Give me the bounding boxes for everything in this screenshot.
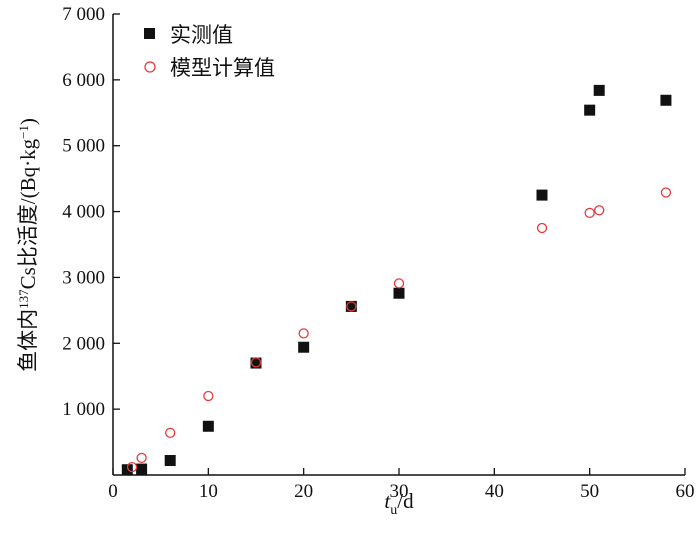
legend-marker-measured (144, 28, 155, 39)
x-tick-label: 50 (580, 481, 599, 502)
model-point (594, 205, 605, 216)
data-points (121, 84, 672, 476)
measured-point (584, 104, 596, 116)
legend-label-model: 模型计算值 (170, 56, 275, 80)
measured-point (202, 420, 214, 432)
measured-point (164, 455, 176, 467)
x-tick-label: 20 (294, 481, 313, 502)
measured-point (593, 84, 605, 96)
axes (112, 14, 685, 476)
x-tick-label: 60 (676, 481, 695, 502)
model-point (250, 357, 262, 368)
y-tick-label: 2 000 (62, 333, 105, 354)
x-axis-label-unit: /d (397, 489, 414, 513)
y-axis-label: 鱼体内137Cs比活度/(Bq·kg−1) (16, 118, 40, 372)
measured-point (345, 300, 357, 312)
x-axis-label: tu/d (384, 489, 414, 518)
y-axis-label-sup: 137 (16, 289, 31, 309)
legend: 实测值 模型计算值 (144, 23, 275, 80)
x-axis-label-main: t (384, 489, 391, 513)
y-axis-label-sup2: −1 (16, 125, 31, 139)
measured-point (298, 341, 310, 353)
model-point (584, 207, 595, 219)
model-point (126, 461, 138, 473)
x-tick-label: 40 (485, 481, 504, 502)
y-tick-label: 3 000 (62, 267, 105, 288)
y-axis-label-prefix: 鱼体内 (16, 309, 40, 372)
measured-point (250, 357, 262, 369)
y-tick-label: 7 000 (62, 4, 105, 25)
measured-point (121, 464, 133, 476)
legend-label-measured: 实测值 (170, 23, 233, 47)
model-point (536, 222, 548, 234)
model-point (203, 390, 214, 402)
y-axis-label-suffix: ) (16, 118, 40, 125)
y-tick-label: 1 000 (62, 399, 105, 420)
model-point (136, 452, 147, 464)
ticks: 0 10 20 30 40 50 60 1 000 2 000 3 000 4 000 5 000 6 … (62, 4, 694, 502)
measured-point (393, 287, 405, 299)
model-point (346, 301, 357, 312)
measured-point (536, 189, 548, 201)
legend-marker-model (144, 61, 156, 73)
model-point (298, 328, 309, 339)
model-point (393, 278, 405, 289)
x-tick-label: 10 (199, 481, 218, 502)
y-axis-label-middle: Cs比活度/(Bq·kg (16, 138, 40, 289)
y-tick-label: 5 000 (62, 136, 105, 157)
measured-point (660, 94, 672, 106)
x-tick-label: 0 (108, 481, 118, 502)
y-tick-label: 6 000 (62, 70, 105, 91)
x-axis-label-sub: u (390, 503, 397, 518)
y-tick-label: 4 000 (62, 202, 105, 223)
model-point (660, 187, 672, 198)
model-point (165, 427, 176, 439)
measured-point (136, 463, 148, 475)
x-tick-label: 30 (390, 481, 409, 502)
